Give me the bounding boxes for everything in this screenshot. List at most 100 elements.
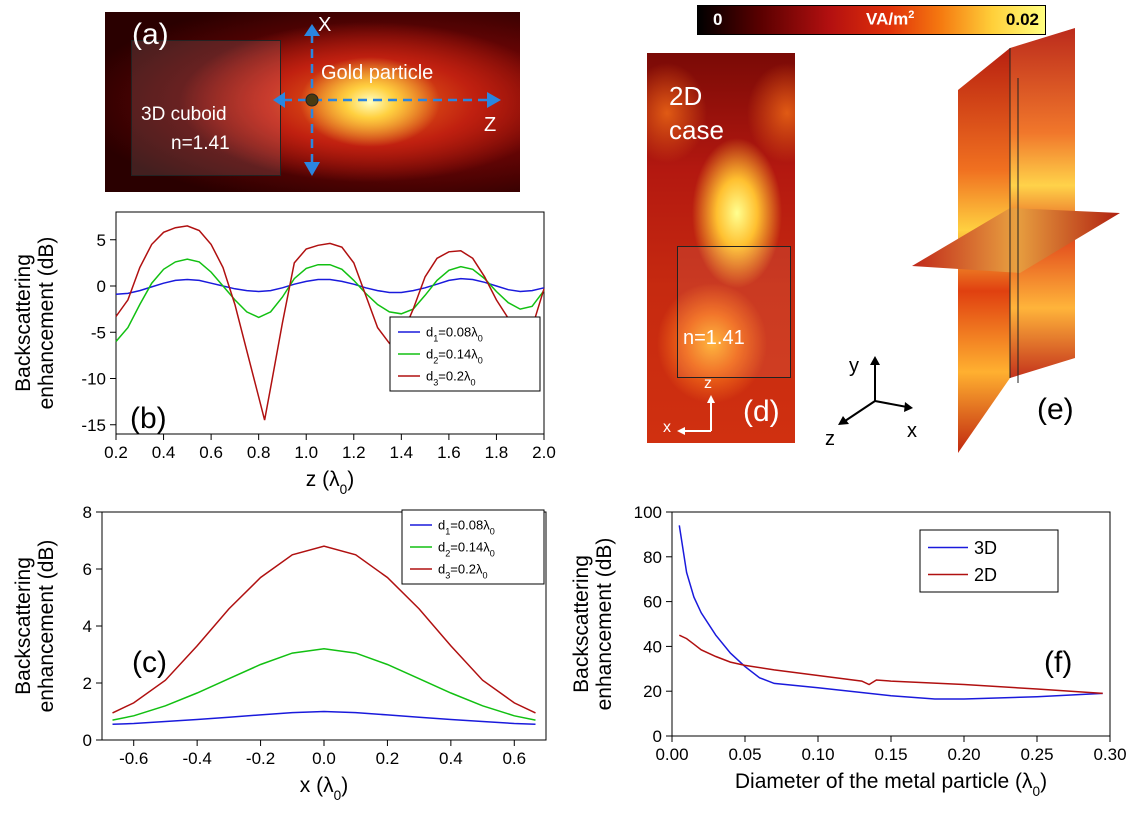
arrowhead-left-icon [677, 427, 685, 435]
panel-label: (f) [1044, 646, 1072, 679]
x-tick-label: 0.4 [152, 443, 176, 462]
legend-entry-1: d1=0.08λ0 [426, 325, 483, 344]
x-tick-label: 0.00 [655, 745, 688, 764]
legend-box [919, 529, 1059, 593]
gold-particle-icon [305, 93, 319, 107]
panel-a-arrows [273, 24, 501, 176]
axes-3d-x-label: x [907, 420, 917, 442]
panel-label: (b) [130, 402, 167, 435]
x-axis-label: Diameter of the metal particle (λ0) [735, 770, 1047, 799]
axis-z-label: Z [484, 114, 497, 136]
colorbar-unit-main: VA/m [866, 9, 909, 29]
x-axis-label: x (λ0) [300, 774, 348, 803]
x-tick-label: 0.8 [247, 443, 271, 462]
arrowhead-left-icon [273, 92, 285, 108]
colorbar: 0 VA/m2 0.02 [697, 5, 1046, 35]
legend-entry-1: d1=0.08λ0 [438, 518, 495, 537]
legend-entry-2: 2D [974, 565, 997, 585]
x-tick-label: 2.0 [532, 443, 556, 462]
chart-c: -0.6 -0.4 -0.2 0.0 0.2 0.4 0.6 0 2 4 6 8 x (λ0) Backs… [12, 503, 547, 803]
slice-horizontal-plane [912, 208, 1120, 273]
axis-x-label: X [318, 14, 332, 36]
x-tick-label: 1.6 [437, 443, 461, 462]
x-tick-label: -0.4 [182, 749, 211, 768]
gold-particle-label: Gold particle [321, 62, 434, 84]
panel-d-axes [677, 395, 715, 435]
x-tick-label: 1.4 [390, 443, 414, 462]
y-tick-label: 40 [643, 637, 662, 656]
y-tick-label: 80 [643, 548, 662, 567]
panel-a-label: (a) [132, 18, 169, 51]
x-tick-label: 0.10 [801, 745, 834, 764]
panel-e-3d-slices [912, 28, 1120, 453]
cuboid-label: 3D cuboid [141, 104, 227, 125]
legend: d1=0.08λ0 d2=0.14λ0 d3=0.2λ0 [389, 316, 541, 392]
y-axis-label-line2: enhancement (dB) [35, 540, 58, 713]
x-tick-label: 0.05 [728, 745, 761, 764]
y-axis-label-line2: enhancement (dB) [35, 237, 58, 410]
y-tick-label: 0 [653, 727, 662, 746]
panel-d-index-label: n=1.41 [683, 327, 745, 349]
x-tick-label: 0.2 [104, 443, 128, 462]
legend: d1=0.08λ0 d2=0.14λ0 d3=0.2λ0 [401, 509, 545, 585]
axes-3d-icon [838, 356, 913, 425]
y-tick-label: 0 [97, 277, 106, 296]
series-line-2 [112, 648, 536, 721]
legend-entry-1: 3D [974, 538, 997, 558]
y-tick-label: 60 [643, 593, 662, 612]
panel-a-field-map: (a) X Z Gold particle 3D cuboid n=1.41 [105, 12, 520, 192]
series-line-1 [678, 525, 1103, 700]
panel-e-label: (e) [1037, 393, 1074, 426]
series-line-3 [115, 225, 545, 421]
series-line-2 [678, 634, 1103, 695]
y-tick-label: 100 [634, 503, 662, 522]
x-tick-label: -0.6 [119, 749, 148, 768]
panel-label: (c) [132, 646, 167, 679]
x-tick-label: 0.2 [376, 749, 400, 768]
x-tick-label: 0.0 [312, 749, 336, 768]
panel-d-z-label: z [704, 375, 712, 392]
y-tick-label: 6 [83, 560, 92, 579]
x-tick-label: 0.6 [199, 443, 223, 462]
y-axis-label-line1: Backscattering [570, 555, 593, 693]
panel-d-label: (d) [743, 395, 780, 428]
y-axis-label-line2: enhancement (dB) [593, 538, 616, 711]
chart-f: 0.00 0.05 0.10 0.15 0.20 0.25 0.30 0 20 40 60 80 100… [570, 503, 1127, 799]
x-tick-label: 0.25 [1020, 745, 1053, 764]
x-tick-label: 0.4 [439, 749, 463, 768]
arrowhead-right-icon [487, 92, 501, 108]
series-line-1 [115, 277, 545, 296]
arrowhead-down-icon [304, 162, 320, 176]
x-tick-label: 0.30 [1093, 745, 1126, 764]
x-tick-label: 0.20 [947, 745, 980, 764]
y-axis-label-line1: Backscattering [12, 254, 35, 392]
x-tick-label: 0.15 [874, 745, 907, 764]
cuboid-index-label: n=1.41 [171, 133, 230, 154]
x-tick-label: 1.0 [294, 443, 318, 462]
legend-entry-2: d2=0.14λ0 [438, 540, 495, 559]
chart-b: 0.2 0.4 0.6 0.8 1.0 1.2 1.4 1.6 1.8 2.0 5 0 -5 -10 -15… [12, 211, 556, 497]
colorbar-max: 0.02 [1005, 10, 1039, 29]
panel-d-x-label: x [663, 419, 671, 436]
y-tick-label: 5 [97, 231, 106, 250]
panel-d-case-label: case [669, 115, 724, 145]
legend-entry-2: d2=0.14λ0 [426, 347, 483, 366]
series-line-3 [112, 545, 536, 714]
y-tick-label: 8 [83, 503, 92, 522]
cuboid-outline [131, 40, 281, 176]
panel-d-field-map: 2D case n=1.41 (d) z x [647, 53, 795, 443]
y-axis-label-line1: Backscattering [12, 557, 35, 695]
panel-d-2d-label: 2D [669, 81, 703, 111]
y-tick-label: -15 [81, 416, 106, 435]
y-tick-label: -10 [81, 370, 106, 389]
y-tick-label: 0 [83, 731, 92, 750]
series-line-1 [112, 710, 536, 726]
plot-frame [115, 211, 545, 435]
y-tick-label: 4 [83, 617, 92, 636]
x-tick-label: -0.2 [246, 749, 275, 768]
colorbar-unit: VA/m2 [866, 9, 914, 30]
axes-3d-z-label: z [825, 428, 835, 450]
axes-3d-y-label: y [849, 355, 859, 377]
x-tick-label: 0.6 [502, 749, 526, 768]
